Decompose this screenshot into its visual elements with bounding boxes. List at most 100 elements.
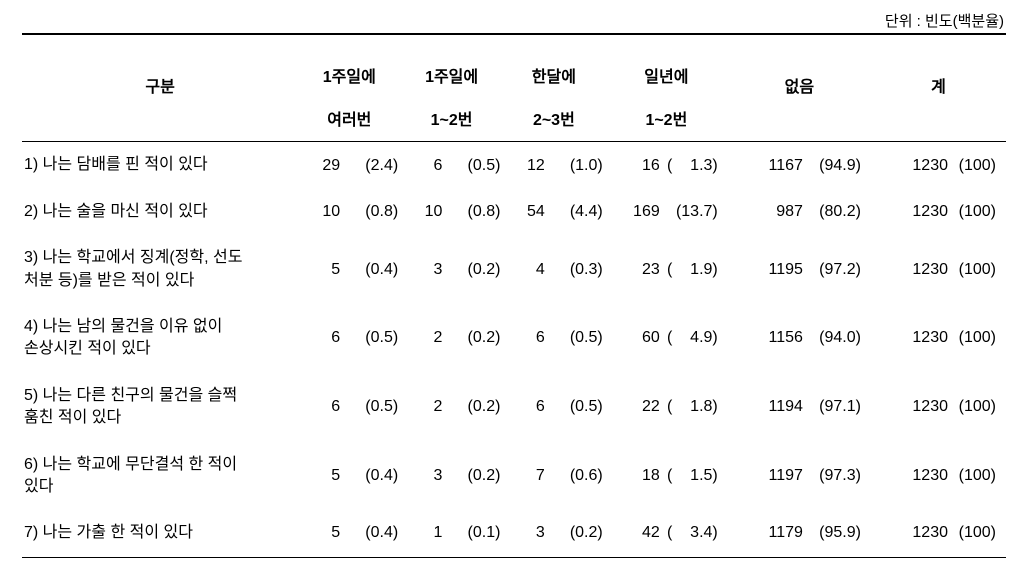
cell-pct: (100): [952, 398, 996, 416]
cell-pct: (0.8): [344, 203, 398, 221]
cell-count: 54: [507, 203, 545, 221]
table-row: 6) 나는 학교에 무단결석 한 적이 있다5(0.4)3(0.2)7(0.6)…: [22, 442, 1006, 511]
cell-c2: 3(0.2): [400, 442, 502, 511]
cell-c4: 18( 1.5): [605, 442, 728, 511]
cell-pct: (100): [952, 467, 996, 485]
cell-none: 987(80.2): [728, 189, 871, 235]
cell-c1: 6(0.5): [298, 373, 400, 442]
cell-count: 2: [404, 329, 442, 347]
cell-pct: (4.4): [549, 203, 603, 221]
data-table: 구분 1주일에 여러번 1주일에 1~2번 한달에 2~3번 일년에 1~2번: [22, 33, 1006, 558]
table-row: 7) 나는 가출 한 적이 있다5(0.4)1(0.1) 3(0.2)42( 3.…: [22, 510, 1006, 557]
cell-pct: ( 1.5): [664, 467, 718, 485]
cell-pct: (100): [952, 261, 996, 279]
cell-total: 1230(100): [871, 442, 1006, 511]
col-header-weekly-many: 1주일에 여러번: [298, 34, 400, 142]
cell-pct: (94.0): [807, 329, 861, 347]
cell-pct: (0.2): [446, 329, 500, 347]
cell-count: 1230: [900, 524, 948, 542]
table-row: 4) 나는 남의 물건을 이유 없이 손상시킨 적이 있다6(0.5)2(0.2…: [22, 304, 1006, 373]
cell-c1: 5(0.4): [298, 235, 400, 304]
cell-count: 18: [612, 467, 660, 485]
cell-c2: 2(0.2): [400, 304, 502, 373]
cell-pct: (0.2): [446, 261, 500, 279]
cell-count: 1197: [755, 467, 803, 485]
col-header-monthly-2-3: 한달에 2~3번: [503, 34, 605, 142]
cell-total: 1230(100): [871, 142, 1006, 189]
cell-c2: 3(0.2): [400, 235, 502, 304]
table-row: 1) 나는 담배를 핀 적이 있다29(2.4)6(0.5)12(1.0)16(…: [22, 142, 1006, 189]
cell-count: 987: [755, 203, 803, 221]
cell-count: 12: [507, 157, 545, 175]
cell-count: 1156: [755, 329, 803, 347]
cell-count: 29: [302, 157, 340, 175]
cell-count: 22: [612, 398, 660, 416]
cell-c4: 42( 3.4): [605, 510, 728, 557]
cell-c2: 1(0.1): [400, 510, 502, 557]
cell-pct: (0.4): [344, 261, 398, 279]
cell-c2: 6(0.5): [400, 142, 502, 189]
row-label: 4) 나는 남의 물건을 이유 없이 손상시킨 적이 있다: [22, 304, 298, 373]
cell-pct: (0.3): [549, 261, 603, 279]
cell-count: 1179: [755, 524, 803, 542]
table-row: 2) 나는 술을 마신 적이 있다10(0.8)10(0.8)54(4.4)16…: [22, 189, 1006, 235]
cell-count: 6: [302, 329, 340, 347]
cell-pct: ( 1.9): [664, 261, 718, 279]
cell-c4: 60( 4.9): [605, 304, 728, 373]
table-row: 3) 나는 학교에서 징계(정학, 선도 처분 등)를 받은 적이 있다5(0.…: [22, 235, 1006, 304]
cell-count: 3: [404, 467, 442, 485]
cell-total: 1230(100): [871, 189, 1006, 235]
cell-c1: 5(0.4): [298, 442, 400, 511]
col-header-line2: 여러번: [327, 112, 371, 129]
cell-count: 6: [302, 398, 340, 416]
cell-c3: 7(0.6): [503, 442, 605, 511]
cell-count: 42: [612, 524, 660, 542]
cell-count: 169: [612, 203, 660, 221]
cell-count: 1195: [755, 261, 803, 279]
cell-c4: 22( 1.8): [605, 373, 728, 442]
cell-count: 6: [404, 157, 442, 175]
cell-pct: (80.2): [807, 203, 861, 221]
col-header-line2: 1~2번: [431, 112, 473, 129]
cell-pct: (0.5): [344, 329, 398, 347]
cell-count: 6: [507, 398, 545, 416]
unit-label: 단위 : 빈도(백분율): [22, 10, 1004, 31]
cell-c2: 2(0.2): [400, 373, 502, 442]
cell-pct: ( 1.3): [664, 157, 718, 175]
cell-count: 5: [302, 524, 340, 542]
cell-pct: (100): [952, 524, 996, 542]
row-label: 7) 나는 가출 한 적이 있다: [22, 510, 298, 557]
cell-count: 23: [612, 261, 660, 279]
cell-pct: (100): [952, 329, 996, 347]
cell-pct: (94.9): [807, 157, 861, 175]
cell-count: 1230: [900, 203, 948, 221]
cell-count: 60: [612, 329, 660, 347]
cell-c3: 4(0.3): [503, 235, 605, 304]
cell-count: 3: [507, 524, 545, 542]
table-row: 5) 나는 다른 친구의 물건을 슬쩍 훔친 적이 있다6(0.5)2(0.2)…: [22, 373, 1006, 442]
table-container: 단위 : 빈도(백분율) 구분 1주일에 여러번 1주일에 1~2번: [0, 0, 1028, 572]
col-header-category: 구분: [22, 34, 298, 142]
cell-pct: (0.5): [446, 157, 500, 175]
cell-none: 1197(97.3): [728, 442, 871, 511]
cell-none: 1167(94.9): [728, 142, 871, 189]
cell-total: 1230(100): [871, 373, 1006, 442]
cell-c3: 6(0.5): [503, 304, 605, 373]
header-row: 구분 1주일에 여러번 1주일에 1~2번 한달에 2~3번 일년에 1~2번: [22, 34, 1006, 142]
cell-pct: (0.8): [446, 203, 500, 221]
col-header-line2: 2~3번: [533, 112, 575, 129]
cell-count: 1230: [900, 398, 948, 416]
col-header-line1: 1주일에: [425, 69, 478, 86]
cell-pct: (0.4): [344, 467, 398, 485]
cell-c1: 29(2.4): [298, 142, 400, 189]
cell-c1: 5(0.4): [298, 510, 400, 557]
cell-c1: 10(0.8): [298, 189, 400, 235]
cell-count: 1: [404, 524, 442, 542]
cell-count: 2: [404, 398, 442, 416]
cell-count: 1230: [900, 329, 948, 347]
cell-pct: (0.1): [446, 524, 500, 542]
cell-pct: (1.0): [549, 157, 603, 175]
cell-c4: 169(13.7): [605, 189, 728, 235]
cell-pct: (0.2): [549, 524, 603, 542]
cell-total: 1230(100): [871, 235, 1006, 304]
